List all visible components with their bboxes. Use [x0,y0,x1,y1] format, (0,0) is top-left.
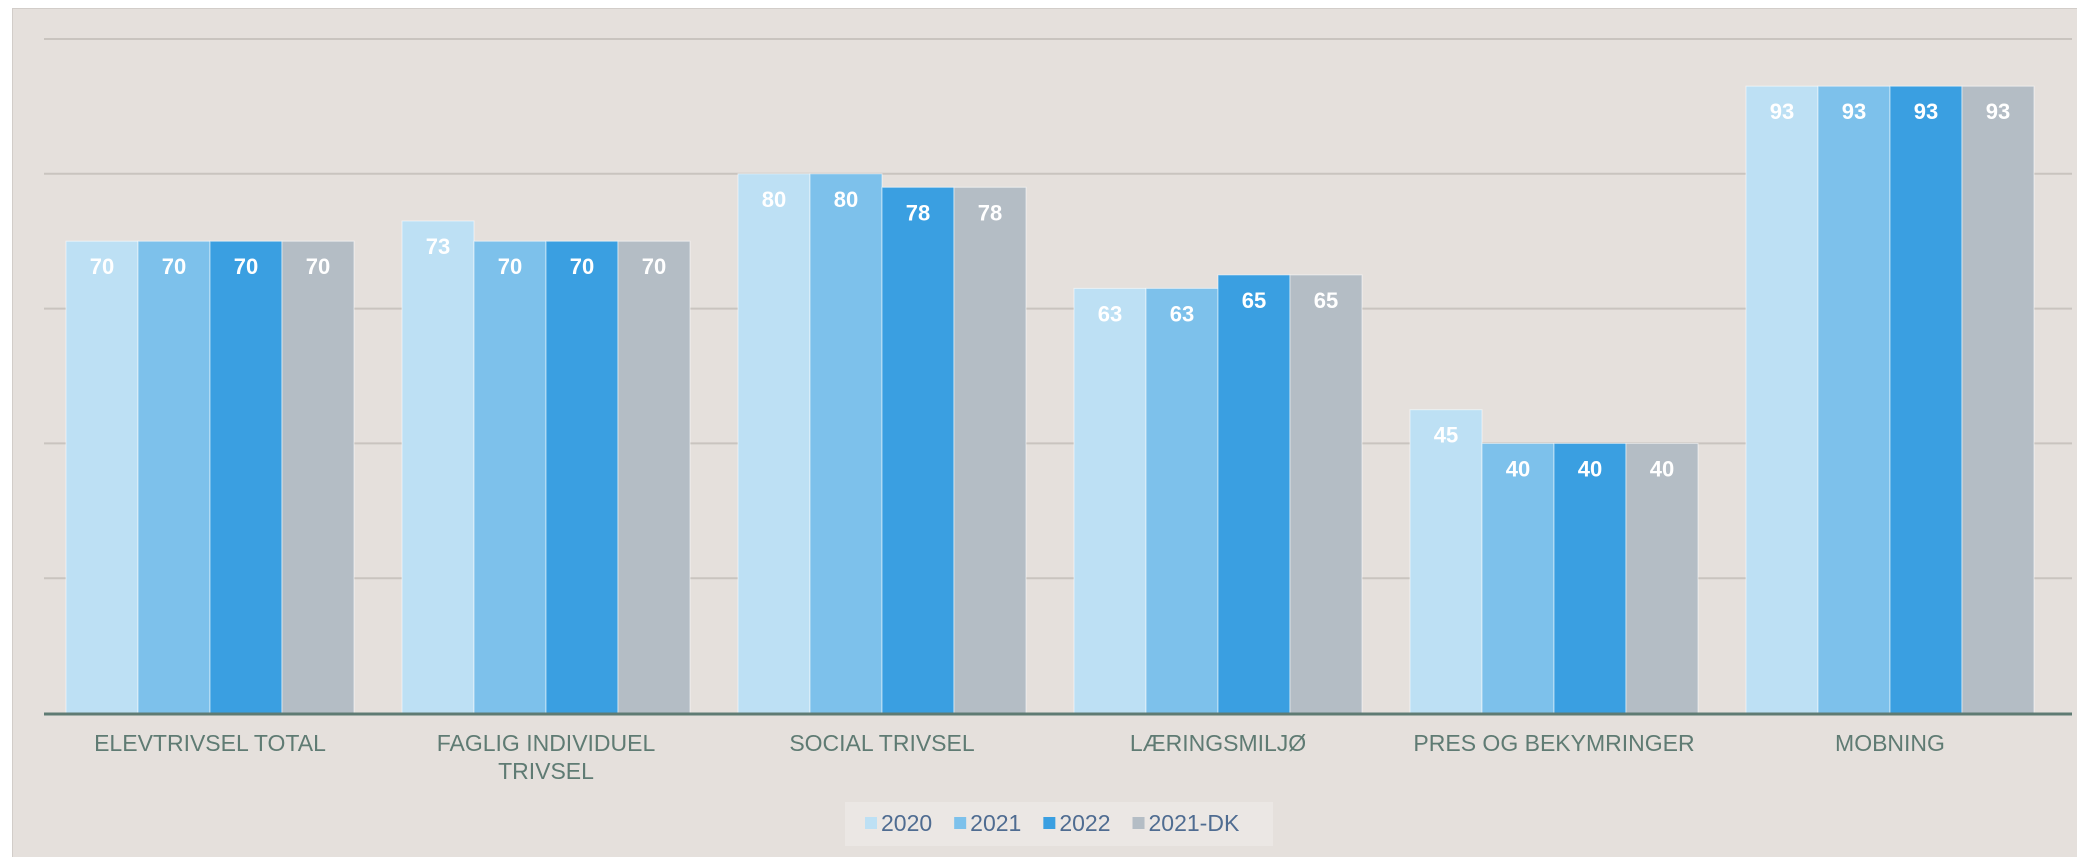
category-label: SOCIAL TRIVSEL [789,730,975,756]
legend-swatch [954,817,967,829]
data-label: 80 [834,187,858,212]
legend-label: 2021 [970,810,1021,836]
bar [953,186,1027,714]
data-label: 63 [1170,301,1194,326]
bar [473,240,547,714]
data-label: 70 [90,254,114,279]
data-label: 78 [906,200,930,225]
data-label: 40 [1506,456,1530,481]
data-label: 70 [498,254,522,279]
legend-swatch [865,817,877,829]
bar [281,240,355,714]
bar [1817,85,1891,714]
category-label: MOBNING [1835,730,1945,756]
bar [1409,409,1483,714]
data-label: 93 [1986,99,2010,124]
legend-item: 2022 [1043,810,1111,836]
gridlines [44,38,2072,580]
legend-label: 2020 [881,810,932,836]
data-label: 80 [762,187,786,212]
chart-panel: 70 70 70 70 73 70 70 70 80 80 78 78 63 63 65 65 45 40 40 40… [12,8,2077,857]
data-label: 65 [1242,288,1266,313]
bar [809,173,883,714]
data-label: 78 [978,200,1002,225]
data-label: 40 [1578,456,1602,481]
bar [209,240,283,714]
data-label: 70 [570,254,594,279]
legend-swatch [1043,817,1056,829]
data-label: 70 [306,254,330,279]
bar [881,186,955,714]
bar [1961,85,2035,714]
category-label: FAGLIG INDIVIDUEL TRIVSEL [437,730,656,784]
bars [65,85,2035,714]
bar [1745,85,1819,714]
bar [1217,274,1291,714]
bar [1145,287,1219,714]
bar-chart: 70 70 70 70 73 70 70 70 80 80 78 78 63 63 65 65 45 40 40 40… [44,38,2072,846]
category-label: LÆRINGSMILJØ [1130,730,1306,756]
legend-label: 2021-DK [1149,810,1240,836]
bar [1289,274,1363,714]
legend-box [845,802,1273,846]
data-label: 93 [1914,99,1938,124]
data-label: 70 [642,254,666,279]
legend-item: 2021 [954,810,1021,836]
data-label: 70 [234,254,258,279]
bar [1553,442,1627,714]
data-label: 63 [1098,301,1122,326]
bar [737,173,811,714]
data-label: 93 [1842,99,1866,124]
category-labels: ELEVTRIVSEL TOTAL FAGLIG INDIVIDUEL TRIVSE… [94,730,1945,784]
legend: 2020 2021 2022 2021-DK [845,802,1273,846]
data-label: 40 [1650,456,1674,481]
bar [545,240,619,714]
bar [65,240,139,714]
data-label: 45 [1434,423,1458,448]
bar [1625,442,1699,714]
bar [617,240,691,714]
category-label: PRES OG BEKYMRINGER [1413,730,1694,756]
bar [1481,442,1555,714]
legend-label: 2022 [1059,810,1110,836]
data-label: 93 [1770,99,1794,124]
bar [401,220,475,714]
bar [1889,85,1963,714]
data-label: 70 [162,254,186,279]
category-label: ELEVTRIVSEL TOTAL [94,730,326,756]
bar [1073,287,1147,714]
data-labels: 70 70 70 70 73 70 70 70 80 80 78 78 63 63 65 65 45 40 40 40… [90,99,2010,481]
data-label: 65 [1314,288,1338,313]
legend-swatch [1132,817,1145,829]
legend-item: 2021-DK [1132,810,1240,836]
bar [137,240,211,714]
data-label: 73 [426,234,450,259]
legend-item: 2020 [865,810,932,836]
